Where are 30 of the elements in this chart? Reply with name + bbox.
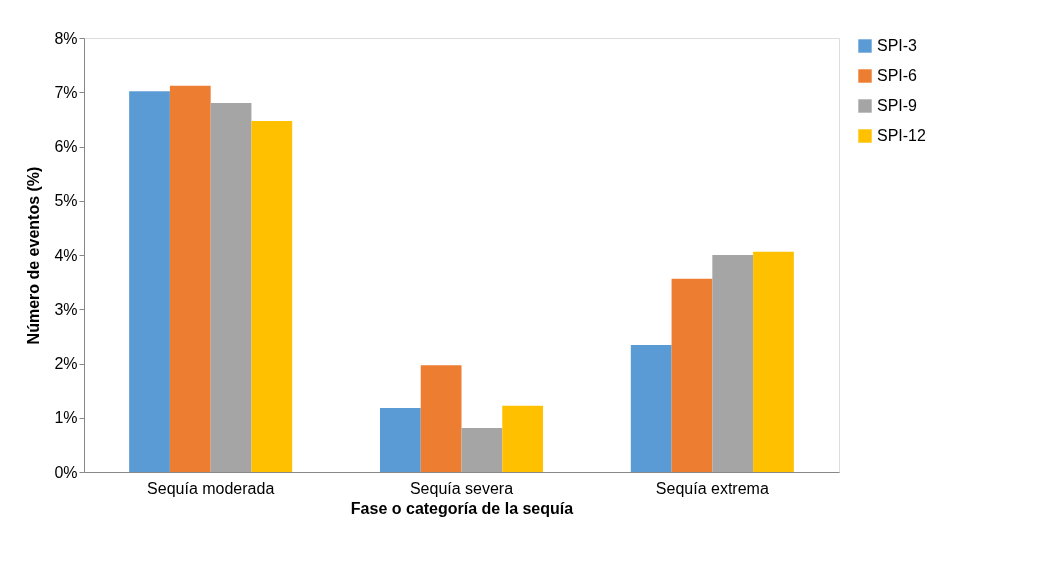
bar bbox=[251, 121, 293, 472]
y-tick-label: 4% bbox=[54, 246, 78, 264]
bar bbox=[671, 278, 713, 472]
legend-label: SPI-3 bbox=[877, 37, 918, 54]
bar bbox=[210, 103, 252, 472]
y-axis-title: Número de eventos (%) bbox=[25, 166, 43, 345]
bar bbox=[129, 91, 170, 472]
legend-label: SPI-9 bbox=[877, 97, 918, 114]
bar bbox=[753, 251, 794, 472]
x-axis-title: Fase o categoría de la sequía bbox=[350, 499, 574, 517]
bar bbox=[379, 407, 421, 472]
bar bbox=[630, 345, 672, 472]
y-tick-label: 6% bbox=[54, 138, 78, 155]
bar bbox=[502, 405, 544, 472]
y-tick-label: 2% bbox=[54, 355, 78, 372]
x-tick-label: Sequía severa bbox=[409, 479, 514, 497]
y-tick-label: 7% bbox=[54, 83, 78, 101]
y-tick-label: 0% bbox=[54, 463, 78, 481]
legend-label: SPI-6 bbox=[877, 67, 918, 84]
y-tick-label: 3% bbox=[54, 300, 78, 318]
x-tick-label: Sequía moderada bbox=[147, 479, 275, 497]
y-tick-label: 5% bbox=[54, 192, 78, 210]
bar bbox=[461, 428, 503, 472]
bar bbox=[169, 85, 211, 472]
y-tick-label: 8% bbox=[54, 29, 78, 47]
x-tick-label: Sequía extrema bbox=[655, 479, 769, 497]
bar bbox=[712, 255, 754, 472]
bar bbox=[420, 365, 462, 472]
y-tick-label: 1% bbox=[54, 409, 78, 427]
legend-label: SPI-12 bbox=[877, 127, 927, 144]
